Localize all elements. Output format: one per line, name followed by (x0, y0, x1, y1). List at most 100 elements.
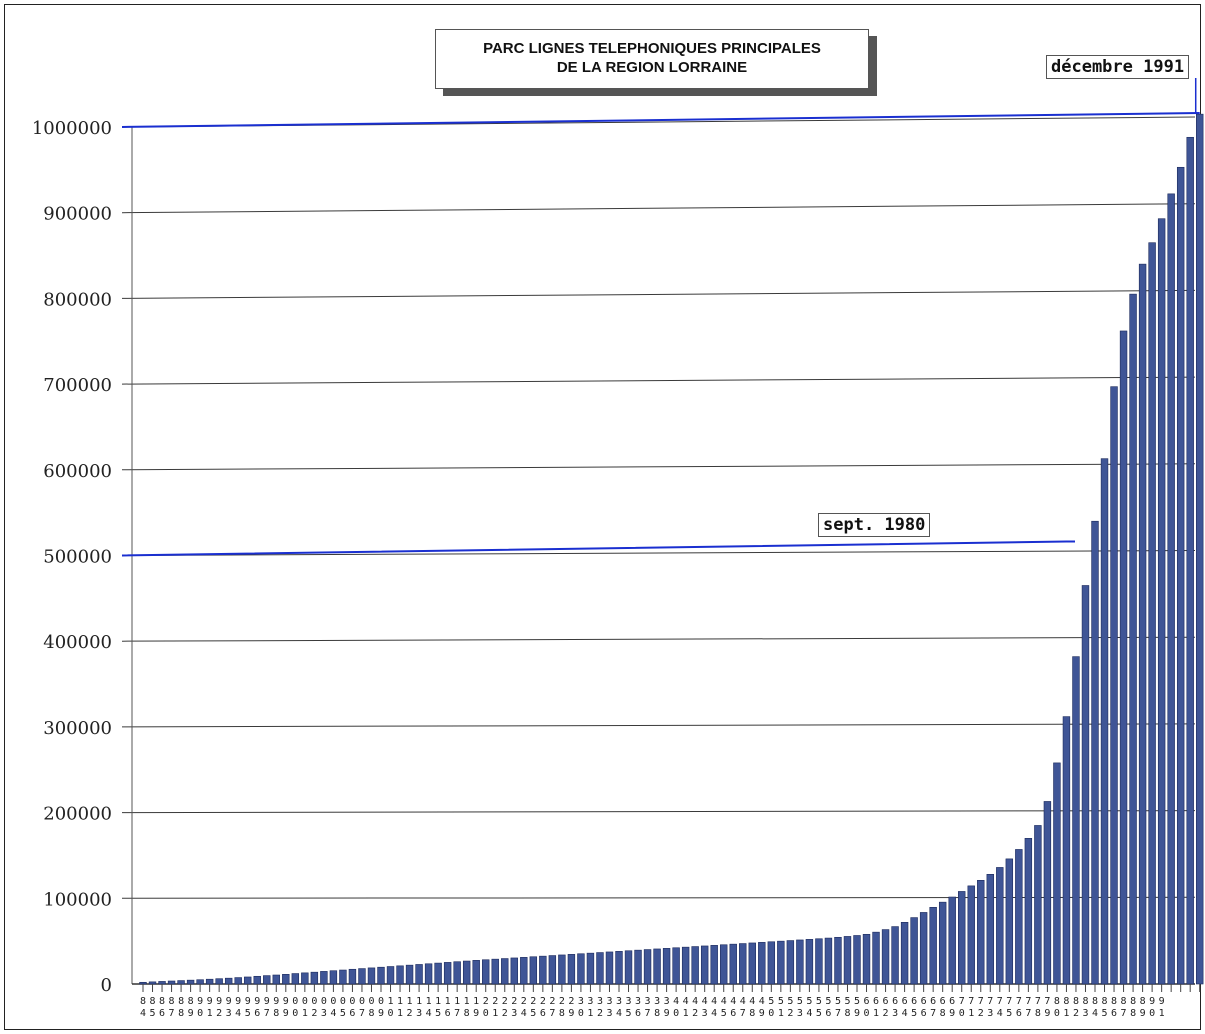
x-tick-label-top: 0 (349, 996, 355, 1007)
y-tick-label: 700000 (43, 375, 112, 396)
x-tick-label-bottom: 8 (1035, 1008, 1041, 1019)
bar (1100, 458, 1109, 985)
x-tick-label-bottom: 7 (264, 1008, 270, 1019)
x-tick-label-top: 4 (683, 996, 689, 1007)
x-tick-label-bottom: 0 (388, 1008, 394, 1019)
bar (862, 933, 871, 985)
x-tick-label-top: 5 (768, 996, 774, 1007)
bar (548, 955, 557, 985)
bar (424, 963, 433, 985)
bar (758, 942, 766, 985)
bar (891, 926, 899, 985)
bar (539, 955, 547, 985)
x-tick-label-bottom: 2 (597, 1008, 603, 1019)
bar (815, 938, 823, 985)
bar (786, 940, 795, 985)
bar (1129, 293, 1137, 985)
x-tick-label-bottom: 4 (235, 1008, 241, 1019)
x-tick-label-bottom: 3 (511, 1008, 517, 1019)
x-tick-label-top: 8 (159, 996, 165, 1007)
x-tick-label-bottom: 3 (416, 1008, 422, 1019)
bar (1176, 166, 1185, 985)
x-tick-label-bottom: 9 (378, 1008, 384, 1019)
x-tick-label-bottom: 0 (768, 1008, 774, 1019)
x-tick-label-top: 9 (273, 996, 279, 1007)
bar (929, 906, 937, 985)
bar (777, 940, 785, 985)
bar (472, 960, 480, 985)
bar (177, 980, 185, 985)
x-tick-label-bottom: 5 (340, 1008, 346, 1019)
bar (662, 948, 671, 985)
x-tick-label-top: 6 (864, 996, 870, 1007)
x-tick-label-top: 2 (492, 996, 498, 1007)
bar (396, 965, 404, 985)
x-tick-label-top: 1 (426, 996, 432, 1007)
x-tick-label-bottom: 9 (568, 1008, 574, 1019)
x-tick-label-top: 5 (854, 996, 860, 1007)
x-tick-label-top: 8 (1121, 996, 1127, 1007)
x-tick-label-bottom: 3 (226, 1008, 232, 1019)
x-tick-label-top: 5 (844, 996, 850, 1007)
x-tick-label-top: 0 (359, 996, 365, 1007)
x-tick-label-bottom: 9 (949, 1008, 955, 1019)
x-tick-label-bottom: 1 (778, 1008, 784, 1019)
x-tick-label-top: 4 (692, 996, 698, 1007)
bar (796, 939, 804, 985)
bar (1024, 838, 1033, 985)
bar (767, 941, 776, 985)
x-tick-label-top: 9 (207, 996, 213, 1007)
x-tick-label-bottom: 9 (283, 1008, 289, 1019)
x-tick-label-top: 5 (787, 996, 793, 1007)
x-tick-label-top: 1 (473, 996, 479, 1007)
x-tick-label-top: 2 (502, 996, 508, 1007)
y-tick-label: 1000000 (32, 118, 112, 139)
x-tick-label-top: 0 (292, 996, 298, 1007)
x-tick-label-bottom: 5 (435, 1008, 441, 1019)
x-tick-label-bottom: 4 (521, 1008, 527, 1019)
bar (729, 943, 737, 985)
bar (196, 979, 204, 985)
x-tick-label-top: 7 (1035, 996, 1041, 1007)
bar (853, 935, 861, 985)
bar (681, 946, 690, 985)
annotation-decembre-1991: décembre 1991 (1046, 55, 1190, 79)
bar (558, 954, 566, 985)
x-tick-label-top: 8 (1092, 996, 1098, 1007)
y-tick-label: 200000 (43, 804, 112, 825)
x-tick-label-top: 3 (606, 996, 612, 1007)
x-tick-label-top: 1 (397, 996, 403, 1007)
x-tick-label-bottom: 5 (721, 1008, 727, 1019)
x-tick-label-bottom: 4 (330, 1008, 336, 1019)
x-tick-label-top: 4 (702, 996, 708, 1007)
bar (586, 952, 595, 985)
x-tick-label-top: 6 (883, 996, 889, 1007)
x-tick-label-top: 3 (587, 996, 593, 1007)
x-tick-label-top: 2 (559, 996, 565, 1007)
x-tick-label-top: 2 (521, 996, 527, 1007)
x-tick-label-top: 7 (1044, 996, 1050, 1007)
bar (167, 980, 176, 985)
x-tick-label-bottom: 6 (730, 1008, 736, 1019)
x-tick-label-top: 6 (873, 996, 879, 1007)
x-tick-label-top: 9 (197, 996, 203, 1007)
x-tick-label-top: 9 (216, 996, 222, 1007)
x-tick-label-top: 5 (778, 996, 784, 1007)
bar (872, 931, 880, 985)
x-tick-label-bottom: 2 (407, 1008, 413, 1019)
x-tick-label-bottom: 7 (835, 1008, 841, 1019)
x-tick-label-bottom: 9 (664, 1008, 670, 1019)
y-tick-label: 400000 (43, 632, 112, 653)
x-tick-label-bottom: 3 (987, 1008, 993, 1019)
x-tick-label-top: 5 (835, 996, 841, 1007)
bar (977, 880, 985, 985)
bar (205, 978, 214, 985)
x-tick-label-top: 5 (825, 996, 831, 1007)
x-tick-label-bottom: 7 (549, 1008, 555, 1019)
x-tick-label-top: 3 (626, 996, 632, 1007)
x-tick-label-top: 6 (892, 996, 898, 1007)
x-tick-label-bottom: 6 (1016, 1008, 1022, 1019)
bar (443, 962, 452, 985)
x-tick-label-top: 9 (283, 996, 289, 1007)
bar (967, 885, 975, 985)
